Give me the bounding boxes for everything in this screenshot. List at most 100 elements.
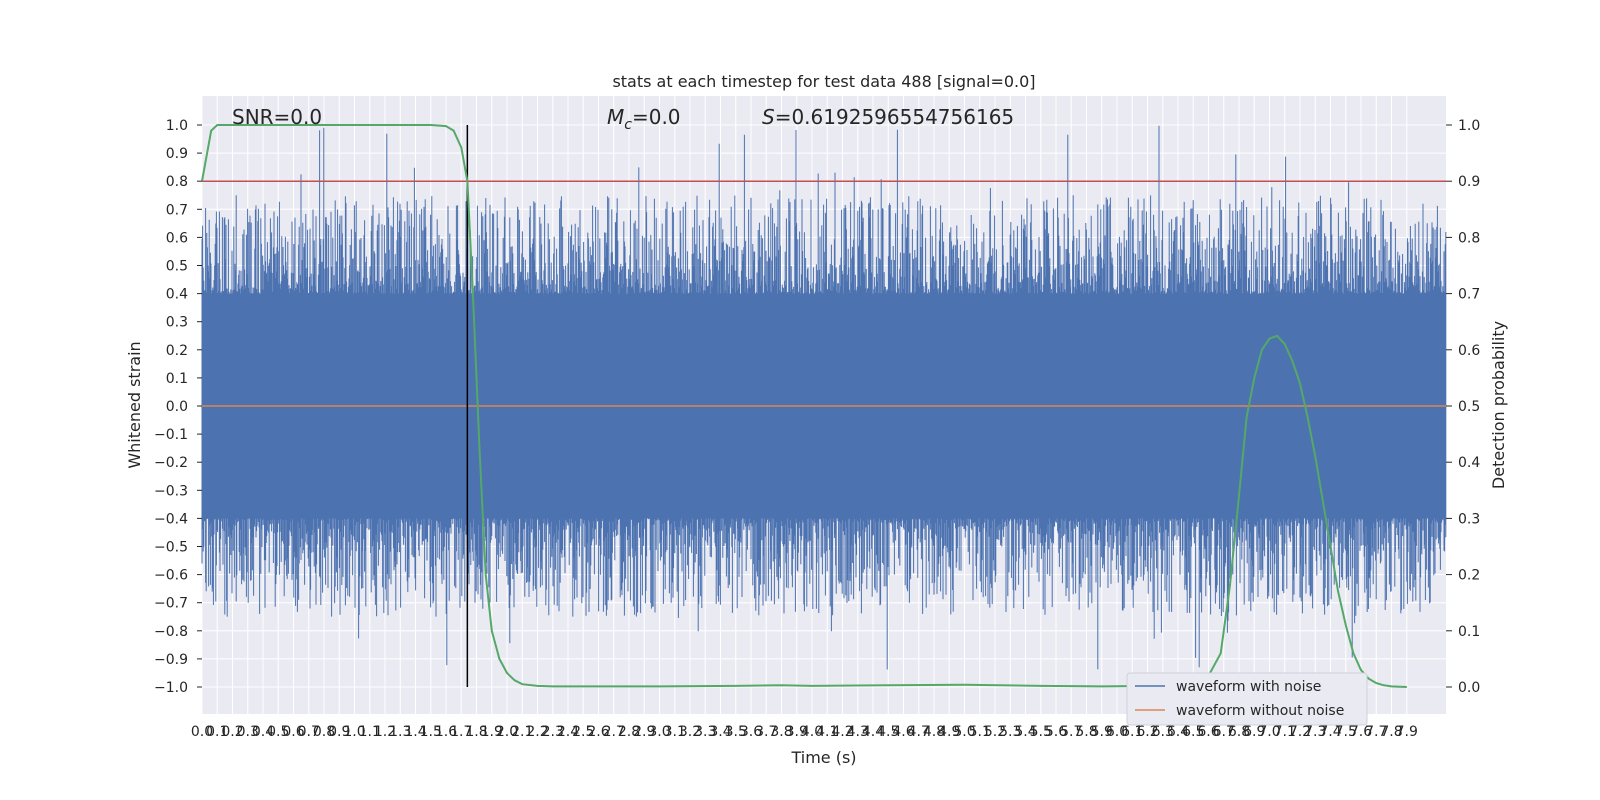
x-tick-label: 7.9 <box>1396 724 1418 740</box>
y2-tick-label: 1.0 <box>1458 118 1480 134</box>
x-tick-label: 6.7 <box>1213 724 1235 740</box>
x-tick-label: 2.9 <box>633 724 655 740</box>
y2-tick-label: 0.2 <box>1458 568 1480 584</box>
x-tick-label: 5.1 <box>969 724 991 740</box>
y2-tick-label: 0.3 <box>1458 511 1480 527</box>
snr-annotation: SNR=0.0 <box>232 105 322 129</box>
x-tick-label: 0.7 <box>298 724 320 740</box>
y-tick-label: 0.2 <box>166 343 188 359</box>
x-axis-label: Time (s) <box>790 748 856 767</box>
series-lines <box>201 124 1446 688</box>
x-tick-label: 0.5 <box>267 724 289 740</box>
x-tick-label: 7.1 <box>1274 724 1296 740</box>
x-tick-label: 3.2 <box>679 724 701 740</box>
x-tick-label: 7.0 <box>1258 724 1280 740</box>
x-tick-label: 1.3 <box>389 724 411 740</box>
x-tick-label: 0.6 <box>282 724 304 740</box>
y-tick-label: 0.1 <box>166 371 188 387</box>
x-tick-label: 1.9 <box>481 724 503 740</box>
x-tick-label: 1.1 <box>359 724 381 740</box>
x-tick-label: 5.0 <box>953 724 975 740</box>
x-tick-label: 3.4 <box>709 724 731 740</box>
y2-tick-label: 0.1 <box>1458 624 1480 640</box>
y-tick-label: −0.3 <box>154 483 188 499</box>
legend-label-clean: waveform without noise <box>1176 703 1344 719</box>
y2-axis-label: Detection probability <box>1489 321 1508 489</box>
x-tick-label: 7.6 <box>1350 724 1372 740</box>
x-tick-label: 4.8 <box>923 724 945 740</box>
y-tick-label: −0.6 <box>154 568 188 584</box>
x-tick-label: 2.3 <box>542 724 564 740</box>
legend-box <box>1126 672 1368 726</box>
x-tick-label: 6.1 <box>1121 724 1143 740</box>
y2-tick-label: 0.4 <box>1458 455 1480 471</box>
x-tick-label: 4.0 <box>801 724 823 740</box>
x-tick-label: 5.5 <box>1030 724 1052 740</box>
s-annotation: S=0.6192596554756165 <box>762 105 1014 129</box>
x-tick-label: 6.3 <box>1152 724 1174 740</box>
x-tick-label: 3.9 <box>786 724 808 740</box>
y-tick-label: −0.4 <box>154 511 188 527</box>
x-tick-label: 0.8 <box>313 724 335 740</box>
x-tick-label: 7.2 <box>1289 724 1311 740</box>
y2-tick-label: 0.8 <box>1458 230 1480 246</box>
y-tick-label: −0.1 <box>154 427 188 443</box>
x-tick-label: 3.7 <box>755 724 777 740</box>
x-tick-label: 0.2 <box>221 724 243 740</box>
x-tick-label: 3.8 <box>770 724 792 740</box>
mc-annotation: Mc=0.0 <box>607 105 681 133</box>
x-tick-label: 5.9 <box>1091 724 1113 740</box>
x-tick-label: 2.4 <box>557 724 579 740</box>
x-tick-label: 5.3 <box>999 724 1021 740</box>
x-tick-label: 0.3 <box>237 724 259 740</box>
legend-label-noise: waveform with noise <box>1176 679 1321 695</box>
tick-labels: 0.00.10.20.30.40.50.60.70.80.91.01.11.21… <box>154 118 1480 740</box>
chart-title: stats at each timestep for test data 488… <box>612 72 1035 91</box>
y-axis-label: Whitened strain <box>125 341 144 468</box>
x-tick-label: 6.9 <box>1243 724 1265 740</box>
y-tick-label: 1.0 <box>166 118 188 134</box>
x-tick-label: 0.4 <box>252 724 274 740</box>
x-tick-label: 7.8 <box>1380 724 1402 740</box>
x-tick-label: 2.1 <box>511 724 533 740</box>
x-tick-label: 2.2 <box>526 724 548 740</box>
y-tick-label: 0.7 <box>166 202 188 218</box>
x-tick-label: 2.0 <box>496 724 518 740</box>
x-tick-label: 0.9 <box>328 724 350 740</box>
x-tick-label: 2.8 <box>618 724 640 740</box>
x-tick-label: 6.8 <box>1228 724 1250 740</box>
y-tick-label: 0.9 <box>166 146 188 162</box>
x-tick-label: 4.2 <box>831 724 853 740</box>
x-tick-label: 4.4 <box>862 724 884 740</box>
x-tick-label: 2.5 <box>572 724 594 740</box>
y2-tick-label: 0.9 <box>1458 174 1480 190</box>
x-tick-label: 1.2 <box>374 724 396 740</box>
x-tick-label: 6.2 <box>1136 724 1158 740</box>
x-tick-label: 5.6 <box>1045 724 1067 740</box>
x-tick-label: 1.4 <box>404 724 426 740</box>
x-tick-label: 7.4 <box>1319 724 1341 740</box>
x-tick-label: 6.5 <box>1182 724 1204 740</box>
noise-trace <box>201 125 1447 670</box>
x-tick-label: 4.7 <box>908 724 930 740</box>
x-tick-label: 6.0 <box>1106 724 1128 740</box>
y-tick-label: −0.5 <box>154 540 188 556</box>
x-tick-label: 7.3 <box>1304 724 1326 740</box>
x-tick-label: 4.5 <box>877 724 899 740</box>
y-tick-label: −0.2 <box>154 455 188 471</box>
x-tick-label: 4.1 <box>816 724 838 740</box>
x-tick-label: 2.7 <box>603 724 625 740</box>
y2-tick-label: 0.0 <box>1458 680 1480 696</box>
x-tick-label: 7.5 <box>1335 724 1357 740</box>
y-tick-label: 0.5 <box>166 259 188 275</box>
x-tick-label: 1.5 <box>420 724 442 740</box>
x-tick-label: 0.1 <box>206 724 228 740</box>
y-tick-label: 0.8 <box>166 174 188 190</box>
x-tick-label: 3.1 <box>664 724 686 740</box>
y2-tick-label: 0.7 <box>1458 287 1480 303</box>
x-tick-label: 4.6 <box>892 724 914 740</box>
y-tick-label: 0.0 <box>166 399 188 415</box>
y2-tick-label: 0.6 <box>1458 343 1480 359</box>
y-tick-label: 0.6 <box>166 230 188 246</box>
y-tick-label: −0.7 <box>154 596 188 612</box>
